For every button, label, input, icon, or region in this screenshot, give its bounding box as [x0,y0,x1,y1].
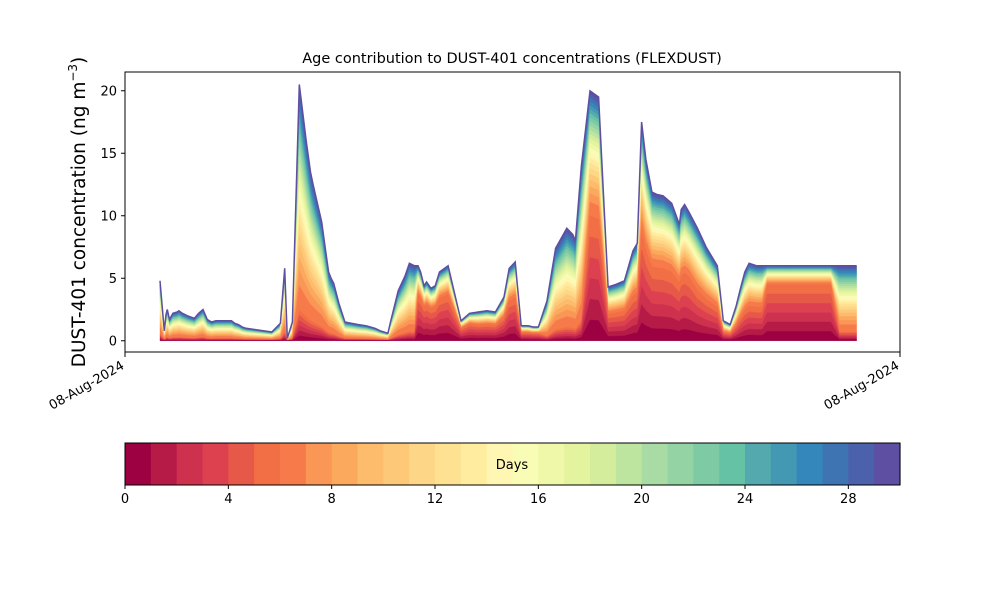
colorbar: 0 4 8 12 16 20 24 28 [121,442,901,507]
colorbar-swatch [357,443,384,485]
colorbar-swatch [693,443,720,485]
colorbar-swatch [150,443,178,485]
age-layer-0 [159,319,857,341]
colorbar-swatch [564,443,591,485]
y-tick-label: 10 [100,209,117,224]
colorbar-swatch [822,443,849,485]
colorbar-swatch [770,443,798,485]
colorbar-tick-label: 12 [427,492,444,507]
colorbar-swatch [538,443,565,485]
colorbar-tick-label: 24 [737,492,754,507]
colorbar-swatch [486,443,514,485]
colorbar-swatch [176,443,204,485]
colorbar-label: Days [496,458,529,473]
stacked-area-layers [159,84,857,341]
colorbar-tick-label: 28 [840,492,857,507]
y-tick-label: 0 [109,334,117,349]
colorbar-swatch [512,443,539,485]
total-outline [159,84,857,339]
colorbar-tick-label: 8 [328,492,336,507]
colorbar-swatch [848,443,875,485]
colorbar-swatch [435,443,462,485]
colorbar-swatch [331,443,359,485]
colorbar-tick-label: 20 [633,492,650,507]
colorbar-swatch [254,443,281,485]
colorbar-frame [124,442,901,486]
colorbar-tick-label: 0 [121,492,129,507]
colorbar-swatch [641,443,669,485]
plot-frame [124,71,901,353]
colorbar-swatch [719,443,746,485]
y-axis-label: DUST-401 concentration (ng m−3) [66,57,90,368]
colorbar-tick-label: 4 [224,492,232,507]
colorbar-swatch [280,443,307,485]
y-axis: 0 5 10 15 20 [100,84,125,349]
colorbar-swatch [202,443,229,485]
colorbar-swatch [745,443,772,485]
chart-title: Age contribution to DUST-401 concentrati… [302,51,722,67]
colorbar-swatch [305,443,333,485]
colorbar-swatch [796,443,824,485]
colorbar-swatch [383,443,410,485]
y-tick-label: 20 [100,84,117,99]
colorbar-swatch [615,443,643,485]
colorbar-swatch [409,443,436,485]
colorbar-swatch [125,443,152,485]
colorbar-swatch [667,443,694,485]
colorbar-swatch [590,443,617,485]
x-tick-label: 08-Aug-2024 [822,358,902,413]
colorbar-swatch [874,443,901,485]
x-axis: 08-Aug-2024 08-Aug-2024 [47,352,902,414]
colorbar-swatch [460,443,488,485]
y-tick-label: 15 [100,147,117,162]
y-tick-label: 5 [109,272,117,287]
colorbar-tick-label: 16 [530,492,547,507]
colorbar-swatch [228,443,255,485]
